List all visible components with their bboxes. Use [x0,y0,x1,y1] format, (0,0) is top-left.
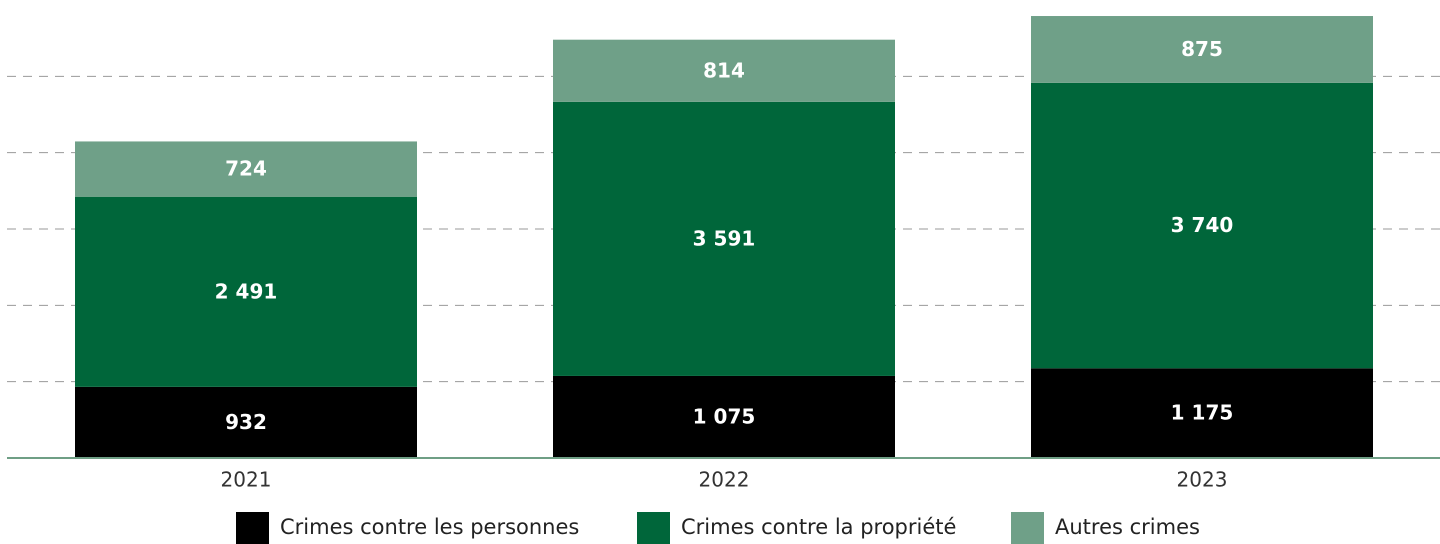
legend-swatch [1011,512,1044,544]
bar-segment [1031,82,1373,369]
bar-segment [75,196,417,387]
x-tick-label: 2022 [699,468,750,492]
value-label: 3 591 [693,226,756,250]
legend-label: Crimes contre les personnes [280,515,579,539]
legend-label: Autres crimes [1055,515,1200,539]
bar-segment [553,375,895,458]
value-label: 875 [1181,37,1223,61]
value-label: 814 [703,58,745,82]
bar-segment [1031,368,1373,458]
bar-segment [553,39,895,102]
value-label: 1 075 [693,404,756,428]
legend-swatch [637,512,670,544]
x-tick-label: 2021 [221,468,272,492]
value-label: 3 740 [1171,213,1234,237]
value-label: 1 175 [1171,401,1234,425]
legend-label: Crimes contre la propriété [681,515,956,539]
bar-segment [1031,16,1373,83]
value-label: 932 [225,410,267,434]
bar-segment [75,141,417,197]
value-label: 724 [225,157,267,181]
bar-segment [553,101,895,376]
bar-segment [75,386,417,458]
legend-swatch [236,512,269,544]
value-label: 2 491 [215,279,278,303]
x-tick-label: 2023 [1177,468,1228,492]
